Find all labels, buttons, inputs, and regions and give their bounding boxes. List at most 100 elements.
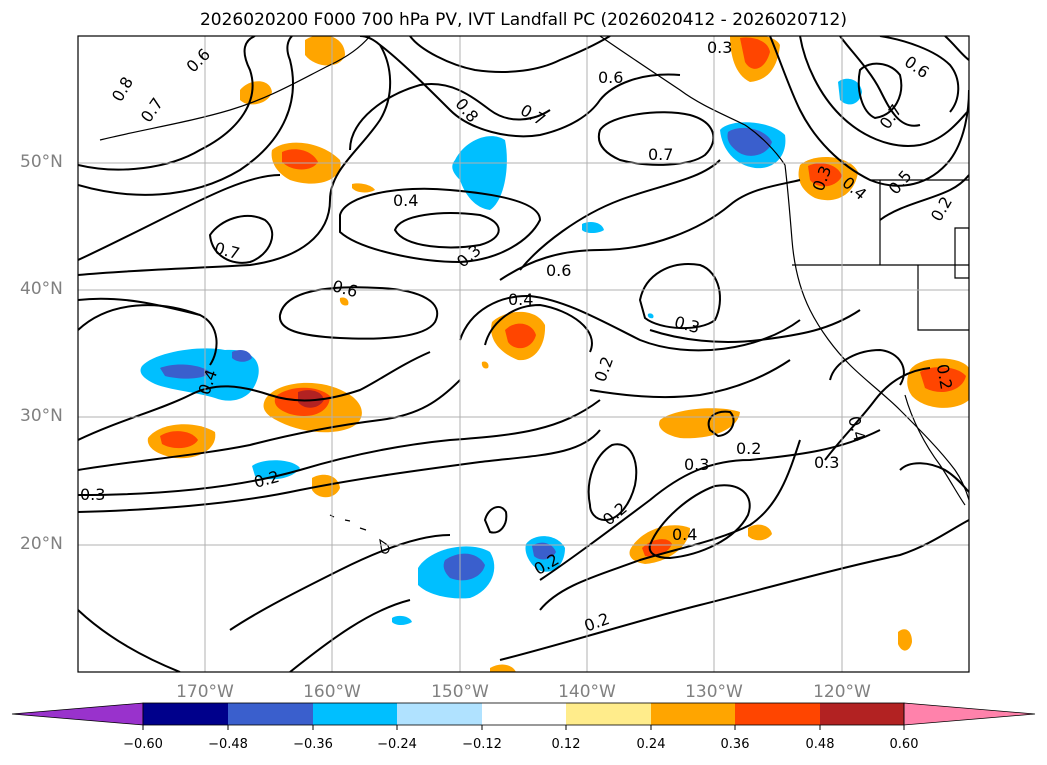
shading-blob bbox=[808, 163, 842, 187]
lon-label: 170°W bbox=[176, 682, 234, 702]
colorbar-segment bbox=[228, 703, 313, 725]
lon-label: 120°W bbox=[813, 682, 871, 702]
lat-label: 40°N bbox=[20, 279, 63, 299]
contour-line bbox=[229, 534, 451, 631]
colorbar-segment bbox=[735, 703, 820, 725]
colorbar-extend-left bbox=[11, 702, 144, 726]
colorbar-segment bbox=[482, 703, 566, 725]
lon-label: 150°W bbox=[431, 682, 489, 702]
shading-blob bbox=[232, 350, 252, 362]
contour-line bbox=[278, 286, 438, 340]
contour-line bbox=[208, 215, 274, 264]
coastline bbox=[99, 36, 371, 141]
contour-line bbox=[839, 36, 921, 127]
shading-blob bbox=[298, 390, 324, 408]
contour-line bbox=[78, 351, 431, 441]
contour-line bbox=[483, 505, 508, 534]
contour-line bbox=[289, 599, 411, 672]
contour-line bbox=[944, 36, 969, 61]
contour-line bbox=[649, 309, 861, 343]
map-title: 2026020200 F000 700 hPa PV, IVT Landfall… bbox=[199, 10, 847, 30]
colorbar-tick-label: 0.60 bbox=[889, 737, 919, 752]
shading-blob bbox=[898, 629, 912, 651]
colorbar-segment bbox=[397, 703, 482, 725]
contour-label: 0.3 bbox=[684, 455, 709, 474]
coastline bbox=[784, 164, 969, 501]
shading-blob bbox=[505, 323, 536, 349]
shading-blob bbox=[392, 615, 412, 625]
shading-blob bbox=[920, 367, 966, 392]
shading-blob bbox=[443, 553, 485, 581]
contour-label: 0.3 bbox=[814, 453, 839, 472]
colorbar-tick-label: −0.24 bbox=[377, 737, 417, 752]
coastline bbox=[599, 36, 786, 166]
gridlines bbox=[78, 36, 969, 672]
contour-label: 0.2 bbox=[933, 363, 956, 391]
contour-label: 0.4 bbox=[508, 290, 533, 309]
shading-blob bbox=[838, 78, 862, 105]
shading-blob bbox=[282, 149, 318, 170]
contour-line bbox=[349, 83, 551, 151]
colorbar-extend-right bbox=[903, 702, 1036, 726]
contour-line bbox=[587, 443, 638, 522]
colorbar-tick-label: 0.12 bbox=[551, 737, 581, 752]
contour-line bbox=[829, 348, 905, 386]
contour-label: 0.6 bbox=[598, 68, 623, 87]
shading-blob bbox=[647, 313, 654, 319]
shading-blob bbox=[160, 364, 210, 379]
contour-line bbox=[589, 359, 791, 399]
contour-line bbox=[769, 36, 969, 187]
contour-line bbox=[519, 159, 721, 271]
colorbar-segment bbox=[143, 703, 228, 725]
map-frame bbox=[77, 35, 970, 673]
contour-line bbox=[707, 410, 735, 438]
coastlines bbox=[99, 36, 969, 554]
contour-line bbox=[499, 179, 801, 281]
contour-line bbox=[78, 304, 201, 331]
coastline bbox=[954, 227, 969, 279]
contour-line bbox=[459, 294, 801, 352]
shading-blob bbox=[481, 361, 489, 369]
colorbar-tick-label: −0.36 bbox=[293, 737, 333, 752]
contour-lines bbox=[78, 36, 969, 672]
contour-line bbox=[393, 212, 500, 249]
colorbar-segment bbox=[313, 703, 397, 725]
contour-line bbox=[78, 379, 461, 471]
contour-label: 0.3 bbox=[707, 38, 732, 57]
lon-label: 130°W bbox=[685, 682, 743, 702]
contour-line bbox=[484, 303, 593, 353]
colorbar-tick-label: 0.36 bbox=[720, 737, 750, 752]
lat-label: 20°N bbox=[20, 534, 63, 554]
contour-line bbox=[857, 62, 903, 120]
contour-line bbox=[78, 399, 601, 496]
lon-label: 160°W bbox=[303, 682, 361, 702]
shading-blob bbox=[659, 408, 740, 439]
contour-line bbox=[78, 36, 256, 171]
contour-line bbox=[638, 263, 721, 330]
shading-blob bbox=[160, 431, 198, 449]
contour-line bbox=[824, 367, 931, 461]
lat-label: 50°N bbox=[20, 152, 63, 172]
contour-line bbox=[539, 439, 801, 611]
contour-line bbox=[339, 187, 542, 264]
colorbar-tick-label: 0.24 bbox=[636, 737, 666, 752]
colorbar-segment bbox=[651, 703, 735, 725]
contour-line bbox=[648, 484, 751, 560]
colorbar-tick-label: −0.48 bbox=[208, 737, 248, 752]
contour-label: 0.4 bbox=[672, 525, 697, 544]
contour-line bbox=[499, 519, 969, 661]
colorbar-segment bbox=[566, 703, 651, 725]
shading-blob bbox=[490, 664, 516, 672]
contour-label: 0.3 bbox=[80, 485, 105, 504]
contour-line bbox=[78, 609, 181, 672]
coastline bbox=[904, 394, 966, 506]
shading-blob bbox=[740, 37, 770, 69]
shading-blob bbox=[748, 524, 772, 541]
contour-line bbox=[379, 44, 681, 138]
shading-blob bbox=[339, 297, 349, 306]
colorbar bbox=[11, 702, 1036, 730]
contour-label: 0.4 bbox=[393, 191, 418, 210]
contour-line bbox=[78, 36, 294, 196]
shading-blob bbox=[352, 183, 375, 193]
